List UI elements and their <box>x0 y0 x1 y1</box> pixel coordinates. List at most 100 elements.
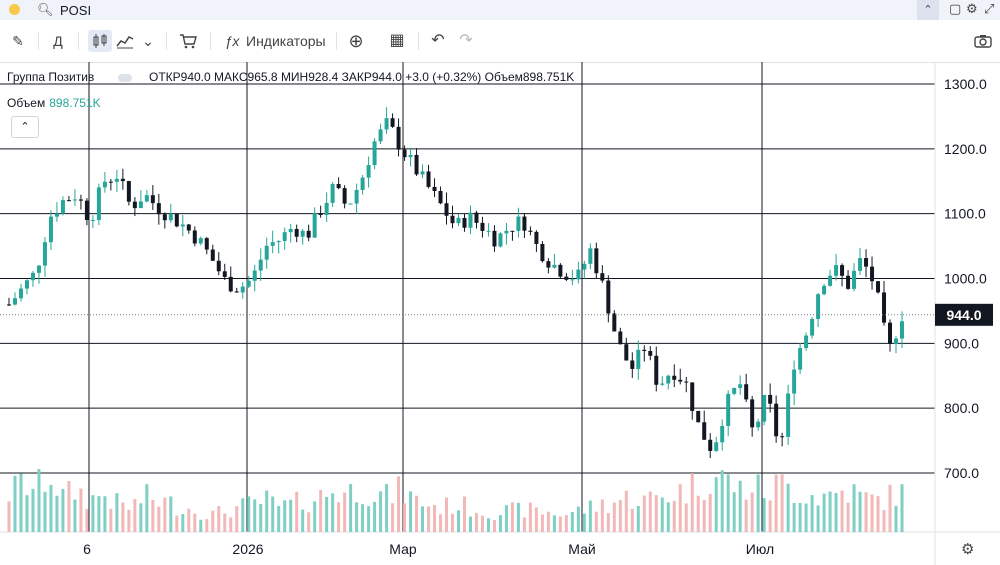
camera-icon[interactable] <box>972 30 994 52</box>
volume-bar <box>570 512 574 532</box>
volume-bar <box>325 496 329 532</box>
volume-bar <box>43 491 47 532</box>
candle-body <box>846 275 851 289</box>
volume-bar <box>834 493 838 532</box>
volume-bar <box>247 496 251 532</box>
volume-bar <box>127 509 131 532</box>
interval-button[interactable]: Д <box>53 33 63 49</box>
candle-body <box>720 425 725 443</box>
candle-body <box>366 165 371 178</box>
pencil-icon[interactable]: ✎ <box>12 33 24 49</box>
volume-bar <box>528 502 532 532</box>
volume-bar <box>744 499 748 532</box>
candle-body <box>204 238 209 250</box>
volume-bar <box>169 496 173 532</box>
candle-body <box>834 265 839 276</box>
volume-bar <box>858 491 862 532</box>
volume-bar <box>217 506 221 532</box>
maximize-icon[interactable]: ⤢ <box>984 1 995 16</box>
candle-body <box>390 118 395 127</box>
volume-bar <box>606 513 610 532</box>
volume-bar <box>702 500 706 532</box>
chevron-up-icon[interactable]: ⌃ <box>917 0 939 20</box>
indicators-button[interactable]: Индикаторы <box>246 33 326 49</box>
undo-icon[interactable]: ↶ <box>431 32 445 49</box>
area-chart-icon[interactable] <box>114 30 136 52</box>
volume-bar <box>31 488 35 532</box>
search-icon[interactable]: 🔍︎ <box>37 2 54 17</box>
candle-body <box>426 171 431 187</box>
candle-body <box>36 265 41 273</box>
candle-body <box>672 375 677 380</box>
candle-body <box>474 212 479 223</box>
candle-body <box>792 369 797 394</box>
candle-body <box>624 344 629 361</box>
volume-bar <box>343 492 347 532</box>
volume-bar <box>253 499 257 532</box>
candle-body <box>12 298 17 305</box>
chevron-down-icon[interactable]: ⌄ <box>142 33 154 49</box>
candle-body <box>816 294 821 319</box>
volume-bar <box>301 509 305 532</box>
volume-bar <box>259 503 263 532</box>
redo-icon[interactable]: ↷ <box>459 32 473 49</box>
add-icon[interactable]: ⊕ <box>348 31 364 51</box>
y-tick-label: 700.0 <box>944 465 979 481</box>
legend-toggle[interactable] <box>117 73 132 82</box>
candle-body <box>354 189 359 204</box>
candle-body <box>810 318 815 336</box>
layouts-icon[interactable]: ▦ <box>389 32 405 49</box>
volume-bar <box>145 484 149 532</box>
volume-bar <box>49 484 53 532</box>
candle-body <box>768 394 773 404</box>
candle-body <box>330 183 335 203</box>
volume-bar <box>522 517 526 532</box>
volume-bar <box>229 517 233 532</box>
volume-bar <box>708 493 712 532</box>
gear-icon[interactable]: ⚙ <box>966 1 978 16</box>
volume-bar <box>415 495 419 532</box>
volume-bar <box>852 484 856 532</box>
legend-change: +3.0 (+0.32%) <box>405 70 482 84</box>
settings-icon[interactable]: ⚙ <box>961 541 975 558</box>
candles-icon[interactable] <box>88 30 112 52</box>
symbol-search-input[interactable]: POSI <box>60 3 92 18</box>
volume-bar <box>882 510 886 532</box>
y-tick-label: 900.0 <box>944 335 979 351</box>
collapse-legend-button[interactable]: ⌃ <box>11 116 39 138</box>
volume-bar <box>726 474 730 532</box>
price-chart[interactable]: 944.0 700.0 800.0 900.0 1000.0 1100.0 1200.0 13… <box>0 62 1000 565</box>
candle-body <box>678 379 683 382</box>
candle-body <box>372 141 377 166</box>
volume-bar <box>462 496 466 532</box>
y-tick-label: 1000.0 <box>944 271 987 287</box>
square-icon[interactable]: ▢ <box>949 1 962 16</box>
candle-body <box>306 230 311 238</box>
volume-bar <box>211 510 215 532</box>
candle-body <box>876 281 881 293</box>
candle-body <box>180 224 185 227</box>
volume-bar <box>115 493 119 532</box>
candle-body <box>414 154 419 175</box>
candle-body <box>852 270 857 289</box>
candle-body <box>552 264 557 268</box>
candle-body <box>324 202 329 215</box>
candle-body <box>438 190 443 204</box>
volume-bar <box>271 496 275 532</box>
candle-body <box>522 216 527 231</box>
candle-body <box>126 181 131 202</box>
compare-icon[interactable] <box>176 30 200 52</box>
volume-bar <box>313 501 317 532</box>
candle-body <box>642 349 647 351</box>
candle-body <box>804 335 809 349</box>
volume-bar <box>552 515 556 532</box>
candle-body <box>294 228 299 237</box>
candle-body <box>84 200 89 221</box>
volume-bar <box>61 488 65 532</box>
candle-body <box>528 230 533 232</box>
volume-bar <box>121 502 125 532</box>
volume-bar <box>433 504 437 532</box>
volume-bar <box>792 503 796 532</box>
fx-icon[interactable]: ƒx <box>224 33 240 49</box>
volume-bar <box>624 490 628 532</box>
